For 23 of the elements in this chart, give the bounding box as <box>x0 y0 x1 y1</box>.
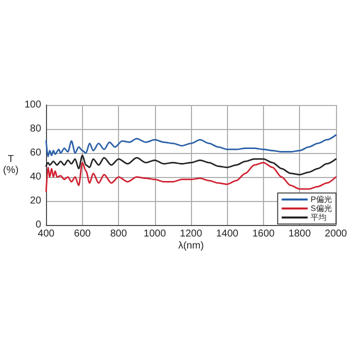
x-tick-label: 1600 <box>252 228 275 240</box>
y-tick-label: 20 <box>30 196 42 206</box>
legend-label: 平均 <box>310 213 327 222</box>
y-tick-label: 60 <box>30 148 42 158</box>
x-tick-label: 1000 <box>144 228 166 240</box>
y-tick-label: 0 <box>36 220 42 230</box>
x-tick-label: 600 <box>74 228 92 240</box>
y-tick-label: 40 <box>30 172 42 182</box>
line-series <box>45 154 337 176</box>
legend-label: P偏光 <box>310 195 332 204</box>
x-tick-label: 2000 <box>324 228 348 240</box>
y-axis-title: T (%) <box>2 154 19 176</box>
x-tick-label: 1400 <box>216 228 239 240</box>
y-tick-label: 80 <box>30 124 42 134</box>
x-tick-label: 400 <box>38 228 55 240</box>
line-series <box>45 162 337 192</box>
legend-label: S偏光 <box>310 204 332 213</box>
x-tick-label: 1200 <box>180 228 203 240</box>
x-tick-label: 1800 <box>288 228 312 240</box>
x-axis-title: λ(nm) <box>178 240 204 252</box>
x-tick-label: 800 <box>110 228 128 240</box>
y-tick-label: 100 <box>24 100 42 110</box>
line-series <box>45 134 337 158</box>
